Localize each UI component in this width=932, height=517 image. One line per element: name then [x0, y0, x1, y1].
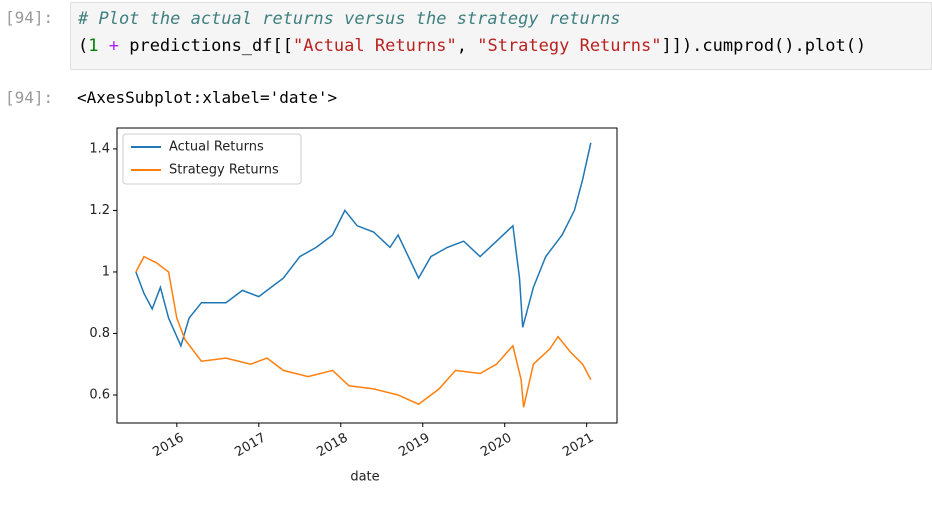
code-token: # Plot the actual returns versus the str… — [78, 9, 621, 29]
x-tick-label: 2016 — [150, 431, 186, 461]
code-token: ( — [78, 36, 89, 56]
x-tick-label: 2020 — [478, 431, 514, 461]
y-tick-label: 1.2 — [89, 203, 110, 218]
input-prompt: [94]: — [5, 8, 54, 27]
y-tick-label: 1.4 — [89, 141, 110, 156]
x-tick-label: 2019 — [396, 431, 432, 461]
code-line: (1 + predictions_df[["Actual Returns", "… — [78, 36, 866, 56]
legend-label: Strategy Returns — [169, 163, 279, 178]
code-line: # Plot the actual returns versus the str… — [78, 9, 620, 29]
output-text: <AxesSubplot:xlabel='date'> — [77, 88, 338, 107]
y-tick-label: 0.6 — [89, 388, 110, 403]
x-tick-label: 2021 — [560, 431, 596, 461]
code-token: "Strategy Returns" — [477, 36, 662, 56]
x-tick-label: 2018 — [314, 431, 350, 461]
x-axis-label: date — [350, 470, 379, 485]
data-line — [135, 255, 592, 408]
code-token: 1 — [88, 36, 99, 56]
y-tick-label: 0.8 — [89, 326, 110, 341]
code-token: predictions_df[[ — [129, 36, 293, 56]
code-token: + — [98, 36, 130, 56]
code-token: ]]).cumprod().plot() — [661, 36, 867, 56]
output-prompt: [94]: — [5, 88, 54, 107]
code-cell[interactable]: # Plot the actual returns versus the str… — [70, 2, 932, 70]
data-line — [135, 142, 592, 348]
y-tick-label: 1 — [102, 264, 110, 279]
code-token: , — [456, 36, 478, 56]
x-tick-label: 2017 — [232, 431, 268, 461]
code-token: "Actual Returns" — [292, 36, 457, 56]
legend-box — [122, 133, 302, 185]
legend-label: Actual Returns — [169, 140, 264, 155]
